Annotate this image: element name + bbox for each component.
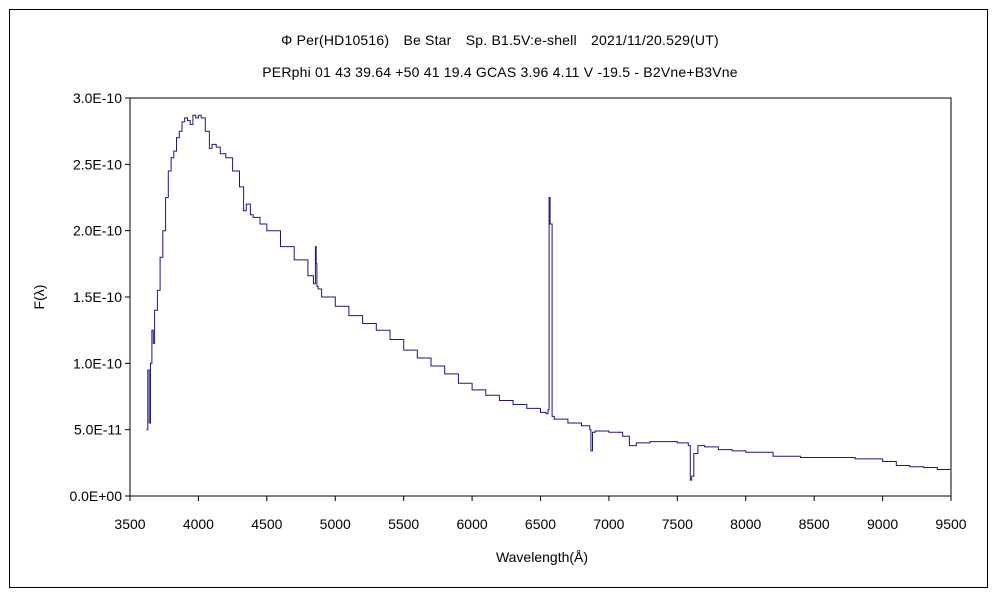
x-tick-label: 4000 <box>183 516 214 532</box>
y-axis-label: F(λ) <box>31 285 47 310</box>
plot-area <box>129 97 952 497</box>
x-tick-label: 3500 <box>114 516 145 532</box>
x-tick-label: 4500 <box>251 516 282 532</box>
x-tick-label: 8500 <box>799 516 830 532</box>
x-tick-label: 5500 <box>388 516 419 532</box>
x-tick-label: 6000 <box>457 516 488 532</box>
chart-subtitle: PERphi 01 43 39.64 +50 41 19.4 GCAS 3.96… <box>262 64 738 80</box>
x-tick-label: 6500 <box>525 516 556 532</box>
y-tick-label: 2.0E-10 <box>73 223 122 239</box>
y-tick-label: 1.0E-10 <box>73 355 122 371</box>
y-axis: 0.0E+00 5.0E-11 1.0E-10 1.5E-10 2.0E-10 2.5E-… <box>69 90 130 504</box>
spectrum-line <box>146 114 952 481</box>
y-tick-label: 5.0E-11 <box>74 422 122 438</box>
y-tick-label: 1.5E-10 <box>73 289 122 305</box>
x-axis-label: Wavelength(Å) <box>496 549 588 565</box>
x-tick-label: 5000 <box>320 516 351 532</box>
y-tick-label: 2.5E-10 <box>73 156 122 172</box>
y-tick-label: 3.0E-10 <box>73 90 122 106</box>
x-tick-label: 7000 <box>593 516 624 532</box>
x-tick-label: 8000 <box>730 516 761 532</box>
x-tick-label: 9000 <box>867 516 898 532</box>
y-tick-label: 0.0E+00 <box>69 488 122 504</box>
x-tick-label: 9500 <box>935 516 966 532</box>
chart-title: Φ Per(HD10516) Be Star Sp. B1.5V:e-shell… <box>281 32 719 48</box>
x-axis: 3500 4000 4500 5000 5500 6000 6500 7000 7500 8000… <box>114 496 967 532</box>
chart-frame <box>9 9 988 588</box>
x-tick-label: 7500 <box>662 516 693 532</box>
